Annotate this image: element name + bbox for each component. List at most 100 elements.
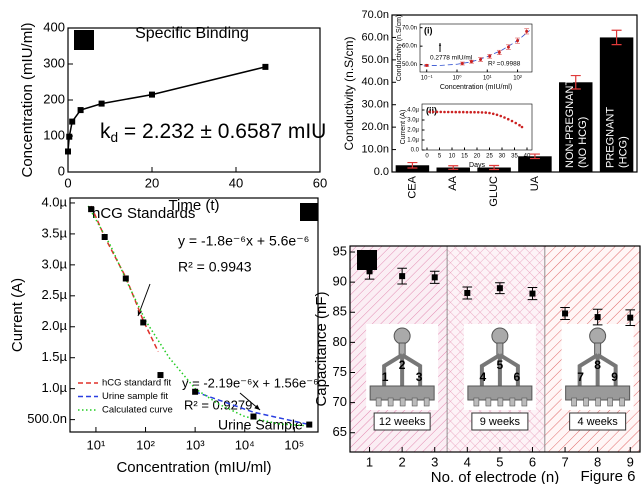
kd-symbol: k <box>100 120 111 143</box>
y-tick-label: 95 <box>333 243 347 258</box>
y-tick-label: 200 <box>43 91 65 106</box>
annotation: R² = 0.9943 <box>178 259 252 275</box>
series-line <box>87 205 310 427</box>
y-tick-label: 4.0µ <box>407 108 419 114</box>
y-tick-label: 75 <box>333 364 347 379</box>
y-tick-label: 0.0 <box>411 148 420 154</box>
y-tick-label: 400 <box>43 19 65 34</box>
x-tick-label: GLUC <box>488 176 500 207</box>
annotation: 0.2778 mIU/ml <box>430 55 473 62</box>
data-point <box>464 289 471 296</box>
x-tick-label: CEA <box>406 175 418 198</box>
arrow-head <box>438 43 442 46</box>
chip-pad <box>423 397 430 407</box>
legend-label: Calculated curve <box>102 405 173 416</box>
y-tick-label: 50.0n <box>402 62 417 68</box>
error-bar <box>529 153 540 160</box>
chip-pad <box>583 397 589 407</box>
x-tick-label: 20 <box>145 175 159 190</box>
x-tick-label: 10⁻¹ <box>421 76 433 82</box>
y-tick-label: 4.0µ <box>41 194 67 209</box>
data-point <box>65 148 71 155</box>
data-point <box>446 110 450 114</box>
annotation: R² = 0.9279 <box>184 397 252 412</box>
inset-label: (i) <box>424 25 433 35</box>
data-point <box>484 111 488 114</box>
electrode-number: 5 <box>497 358 504 372</box>
data-point <box>520 125 524 129</box>
x-axis-label: Days <box>469 162 485 169</box>
data-point <box>122 275 129 282</box>
week-label-box <box>373 412 431 431</box>
y-tick-label: 20.0n <box>361 121 389 133</box>
y-tick-label: 1.5µ <box>41 349 67 364</box>
chip-pad <box>509 397 516 407</box>
chip-pad <box>607 397 613 407</box>
y-tick-label: 3.0µ <box>407 118 419 124</box>
x-tick-label: AA <box>447 175 459 190</box>
electrode-number: 6 <box>514 370 521 384</box>
series-line <box>90 205 159 352</box>
chip-pad <box>619 397 625 407</box>
panel: 0 100 200 300 400 0 20 40 60 Time (t) Concentratio… <box>19 19 327 214</box>
chip-pad <box>571 397 577 407</box>
chip-pad <box>399 397 406 407</box>
x-tick-label: 10² <box>513 76 522 82</box>
data-point <box>497 50 501 54</box>
data-point <box>479 57 483 61</box>
panel-label: a <box>80 32 88 47</box>
annotation: y = -2.19e⁻⁶x + 1.56e⁻⁶ <box>182 375 318 390</box>
data-point <box>627 314 634 321</box>
data-point <box>306 421 313 428</box>
inset-background <box>422 104 532 150</box>
electrode-number: 7 <box>577 370 584 384</box>
annotation: Urine Sample <box>218 417 303 433</box>
data-point <box>496 285 503 292</box>
data-point <box>250 413 257 420</box>
data-point <box>488 54 492 58</box>
data-point <box>495 113 499 117</box>
y-tick-label: 90 <box>333 274 347 289</box>
y-axis-label: Current (A) <box>9 278 26 352</box>
y-tick-label: 2.0µ <box>407 128 419 134</box>
series-line <box>194 391 310 426</box>
data-point <box>460 62 464 66</box>
x-tick-label: 5 <box>496 454 503 469</box>
data-point <box>88 206 95 213</box>
electrode-number: 3 <box>416 370 423 384</box>
kd-subscript: d <box>111 130 119 145</box>
x-axis-label: No. of electrode (n) <box>431 469 559 484</box>
chip-pad <box>387 397 394 407</box>
x-tick-label: 40 <box>524 154 531 160</box>
electrode-number: 1 <box>382 370 389 384</box>
data-point <box>443 110 446 114</box>
chip-pad <box>521 397 528 407</box>
data-point <box>69 118 76 125</box>
x-tick-label: 0 <box>64 175 71 190</box>
chip-arms <box>479 353 520 388</box>
x-tick-label: 25 <box>486 154 493 160</box>
panel: 0.0 1.0µ 2.0µ 3.0µ 4.0µ 0 5 10 15 20 25 30 35 40 Days C… <box>400 103 533 169</box>
kd-text: = 2.232 ± 0.6587 mIU <box>118 120 326 143</box>
data-point <box>562 310 569 317</box>
chip-arms <box>577 353 618 388</box>
data-point <box>465 110 469 114</box>
data-point <box>480 111 484 114</box>
data-point <box>439 110 443 114</box>
y-tick-label: 70 <box>333 394 347 409</box>
panel-label: b <box>305 204 313 219</box>
data-point <box>499 114 503 118</box>
y-tick-label: 50.0n <box>361 54 389 66</box>
y-tick-label: 2.0µ <box>41 318 67 333</box>
data-point <box>469 110 473 114</box>
chip-stem <box>398 342 406 356</box>
panel-label-box <box>300 203 318 221</box>
x-tick-label: 7 <box>561 454 568 469</box>
bar <box>559 82 593 172</box>
x-axis-label: Concentration (mIU/ml) <box>116 459 271 476</box>
y-tick-label: 3.5µ <box>41 225 67 240</box>
y-axis-label: Conductivity (n.S/cm) <box>342 36 356 150</box>
x-tick-label: 35 <box>511 154 518 160</box>
y-tick-label: 100 <box>43 127 65 142</box>
